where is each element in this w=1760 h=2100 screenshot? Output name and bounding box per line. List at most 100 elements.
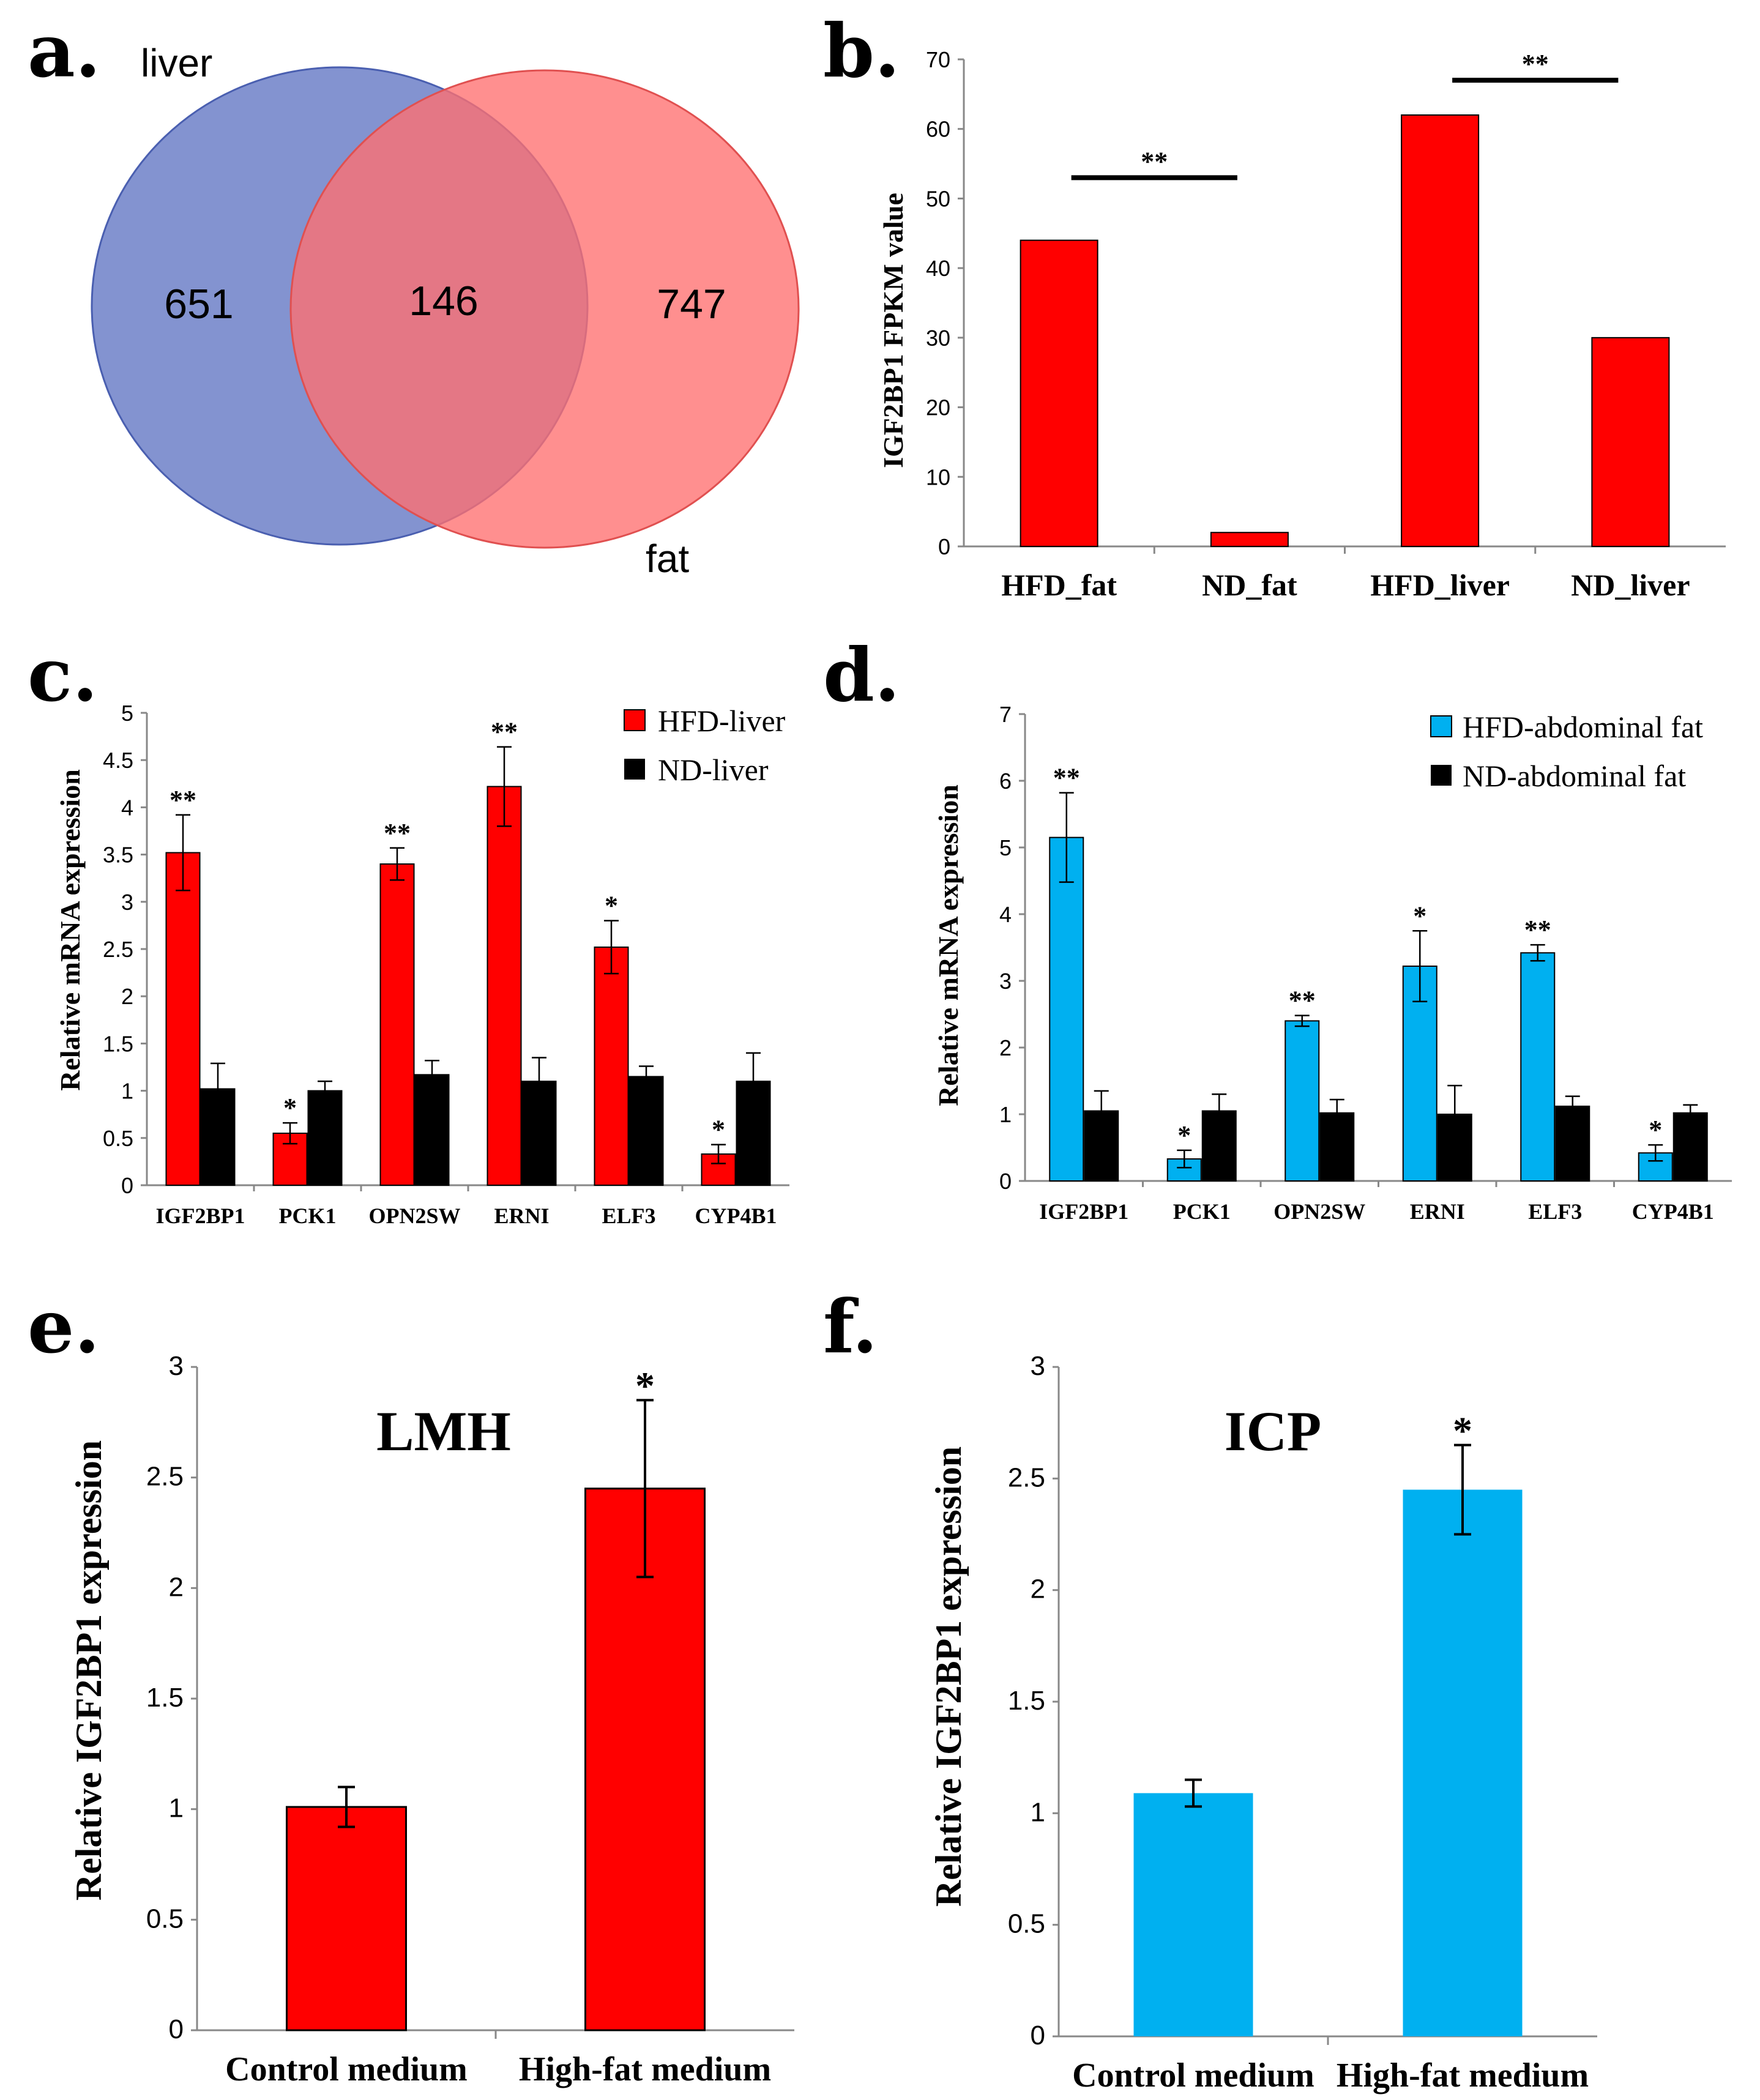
y-tick-label: 3 bbox=[121, 890, 133, 915]
y-tick-label: 40 bbox=[926, 256, 950, 281]
bar bbox=[487, 786, 522, 1186]
x-tick-label: OPN2SW bbox=[1273, 1199, 1365, 1224]
significance-marker: * bbox=[605, 891, 618, 921]
y-tick-label: 50 bbox=[926, 186, 950, 211]
y-tick-label: 6 bbox=[999, 769, 1012, 794]
y-tick-label: 0 bbox=[169, 2014, 184, 2044]
x-tick-label: PCK1 bbox=[1173, 1199, 1231, 1224]
x-tick-label: HFD_fat bbox=[1001, 568, 1117, 602]
chart-panel-c: c. Relative mRNA expression HFD-liver ND… bbox=[28, 632, 789, 1228]
bar bbox=[307, 1090, 343, 1186]
significance-marker: * bbox=[283, 1093, 297, 1123]
significance-marker: ** bbox=[1053, 763, 1080, 793]
chart-title: LMH bbox=[376, 1400, 511, 1462]
y-tick-label: 2.5 bbox=[103, 937, 133, 962]
x-tick-label: High-fat medium bbox=[519, 2050, 771, 2088]
x-tick-label: CYP4B1 bbox=[695, 1204, 777, 1228]
y-tick-label: 30 bbox=[926, 326, 950, 351]
legend-label-hfd-fat: HFD-abdominal fat bbox=[1463, 710, 1703, 744]
venn-panel: a. liver fat 651 146 747 bbox=[28, 8, 800, 581]
bar bbox=[165, 852, 201, 1186]
y-tick-label: 0.5 bbox=[146, 1904, 184, 1934]
significance-marker: ** bbox=[1524, 915, 1551, 945]
y-tick-label: 1 bbox=[1031, 1797, 1045, 1827]
chart-panel-d: d. Relative mRNA expression HFD-abdomina… bbox=[823, 632, 1732, 1224]
y-tick-label: 0 bbox=[1031, 2020, 1045, 2050]
significance-marker: ** bbox=[1522, 49, 1549, 79]
chart-panel-b: b. IGF2BP1 FPKM value 0 10 20 30 40 50 60 70 HFD… bbox=[823, 8, 1726, 602]
y-tick-label: 60 bbox=[926, 117, 950, 142]
x-tick-label: ERNI bbox=[1410, 1199, 1465, 1224]
venn-circle-fat bbox=[289, 69, 800, 549]
x-tick-label: Control medium bbox=[225, 2050, 468, 2088]
significance-marker: * bbox=[635, 1364, 655, 1407]
legend-swatch-nd-liver bbox=[624, 759, 645, 780]
chart-panel-f: f. Relative IGF2BP1 expression ICP 0 0.5 1… bbox=[823, 1284, 1597, 2094]
y-tick-label: 0 bbox=[999, 1169, 1012, 1194]
significance-marker: * bbox=[712, 1115, 725, 1145]
y-axis-label: Relative IGF2BP1 expression bbox=[928, 1447, 969, 1907]
bar bbox=[1672, 1112, 1708, 1182]
bar bbox=[1133, 1793, 1253, 2036]
chart-panel-e: e. Relative IGF2BP1 expression LMH 0 0.5 1… bbox=[28, 1284, 794, 2088]
x-tick-label: ELF3 bbox=[602, 1204, 655, 1228]
y-tick-label: 0 bbox=[121, 1173, 133, 1198]
y-axis-label: Relative mRNA expression bbox=[54, 769, 86, 1091]
x-tick-label: HFD_liver bbox=[1370, 568, 1510, 602]
y-axis-label: Relative IGF2BP1 expression bbox=[69, 1440, 109, 1901]
x-tick-label: ERNI bbox=[494, 1204, 549, 1228]
bar bbox=[1555, 1105, 1590, 1182]
bar bbox=[379, 863, 415, 1186]
significance-marker: ** bbox=[1289, 986, 1316, 1016]
venn-label-liver: liver bbox=[141, 41, 212, 85]
x-tick-label: IGF2BP1 bbox=[1039, 1199, 1128, 1224]
y-tick-label: 4.5 bbox=[103, 748, 133, 773]
legend-swatch-hfd-liver bbox=[624, 709, 646, 731]
y-tick-label: 5 bbox=[999, 835, 1012, 860]
y-tick-label: 0.5 bbox=[103, 1126, 133, 1151]
bar bbox=[1591, 337, 1670, 547]
y-tick-label: 2 bbox=[1031, 1574, 1045, 1604]
y-tick-label: 2 bbox=[999, 1035, 1012, 1060]
significance-marker: * bbox=[1649, 1115, 1662, 1145]
bar bbox=[414, 1074, 450, 1186]
bar bbox=[1285, 1020, 1320, 1182]
y-tick-label: 5 bbox=[121, 701, 133, 726]
bar bbox=[594, 946, 629, 1186]
y-tick-label: 1 bbox=[169, 1793, 184, 1823]
y-tick-label: 1.5 bbox=[146, 1683, 184, 1713]
y-tick-label: 2.5 bbox=[1008, 1462, 1045, 1492]
y-tick-label: 70 bbox=[926, 47, 950, 72]
x-tick-label: ND_fat bbox=[1202, 568, 1297, 602]
bar bbox=[286, 1806, 407, 2031]
y-tick-label: 3 bbox=[1031, 1351, 1045, 1381]
y-tick-label: 4 bbox=[999, 902, 1012, 927]
panel-letter-d: d. bbox=[823, 632, 900, 718]
x-tick-label: ND_liver bbox=[1571, 568, 1690, 602]
x-tick-label: High-fat medium bbox=[1337, 2057, 1589, 2094]
significance-marker: ** bbox=[1141, 146, 1168, 176]
y-tick-label: 2 bbox=[121, 984, 133, 1009]
legend-label-nd-fat: ND-abdominal fat bbox=[1463, 759, 1686, 793]
panel-letter-b: b. bbox=[823, 8, 900, 94]
x-tick-label: Control medium bbox=[1072, 2057, 1314, 2094]
panel-letter-a: a. bbox=[28, 8, 101, 94]
significance-marker: ** bbox=[384, 818, 411, 848]
bar bbox=[1402, 966, 1437, 1182]
bar bbox=[628, 1076, 664, 1186]
bar bbox=[1403, 1489, 1523, 2036]
y-tick-label: 10 bbox=[926, 464, 950, 490]
bar bbox=[1210, 532, 1289, 547]
panel-letter-e: e. bbox=[28, 1284, 100, 1370]
y-tick-label: 2.5 bbox=[146, 1462, 184, 1492]
y-tick-label: 0 bbox=[938, 534, 950, 559]
y-axis-label: Relative mRNA expression bbox=[933, 784, 964, 1106]
significance-marker: * bbox=[1453, 1409, 1472, 1453]
significance-marker: ** bbox=[491, 717, 518, 747]
legend-swatch-nd-fat bbox=[1431, 765, 1452, 786]
y-tick-label: 3.5 bbox=[103, 843, 133, 868]
legend-label-nd-liver: ND-liver bbox=[658, 753, 769, 787]
x-tick-label: OPN2SW bbox=[368, 1204, 460, 1228]
bar bbox=[1520, 952, 1556, 1182]
